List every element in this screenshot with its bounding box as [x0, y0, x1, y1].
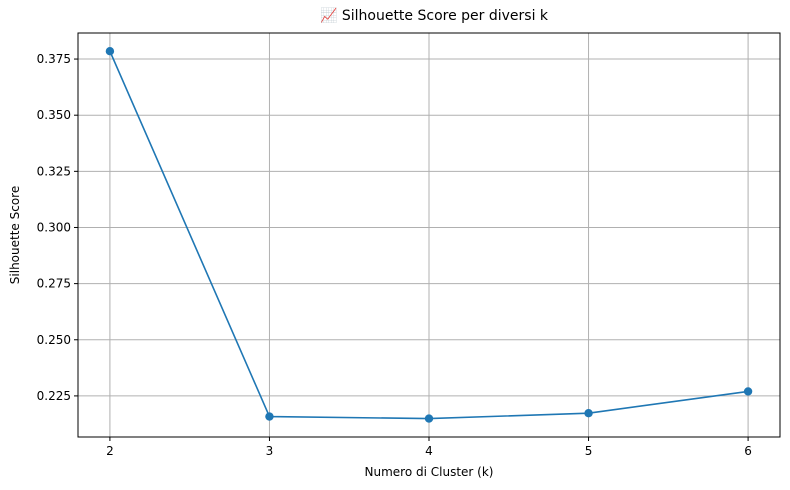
chart-title: 📈 Silhouette Score per diversi k [320, 7, 549, 24]
y-tick-label: 0.275 [37, 277, 71, 291]
x-tick-label: 4 [425, 444, 433, 458]
y-tick-label: 0.225 [37, 389, 71, 403]
data-point [105, 46, 115, 56]
y-tick-label: 0.325 [37, 164, 71, 178]
data-points [105, 46, 753, 423]
y-tick-label: 0.250 [37, 333, 71, 347]
data-point [743, 387, 753, 396]
x-tick-label: 5 [585, 444, 593, 458]
axis-ticks: 2 3 4 5 6 0.225 0.250 0.275 0.300 0.325 0.350 0.375 [37, 52, 752, 458]
data-point [584, 408, 593, 418]
data-point [265, 412, 274, 421]
x-axis-title: Numero di Cluster (k) [365, 465, 494, 479]
y-tick-label: 0.300 [37, 220, 71, 234]
x-tick-label: 3 [266, 444, 274, 458]
x-tick-label: 2 [106, 444, 114, 458]
plot-frame [77, 32, 781, 438]
y-tick-label: 0.375 [37, 52, 71, 66]
data-point [424, 414, 434, 423]
x-tick-label: 6 [744, 444, 752, 458]
y-tick-label: 0.350 [37, 108, 71, 122]
y-axis-title: Silhouette Score [8, 186, 22, 284]
grid-lines [78, 33, 780, 437]
